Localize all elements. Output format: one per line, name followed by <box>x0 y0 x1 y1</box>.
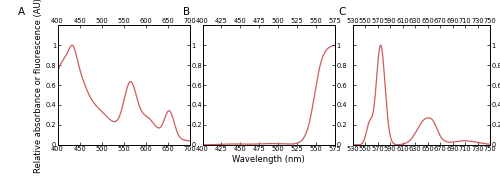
Text: B: B <box>182 7 190 17</box>
Text: C: C <box>339 7 346 17</box>
X-axis label: Wavelength (nm): Wavelength (nm) <box>232 155 305 164</box>
Y-axis label: Relative absorbance or fluorescence (AU): Relative absorbance or fluorescence (AU) <box>34 0 42 172</box>
Text: A: A <box>18 7 25 17</box>
